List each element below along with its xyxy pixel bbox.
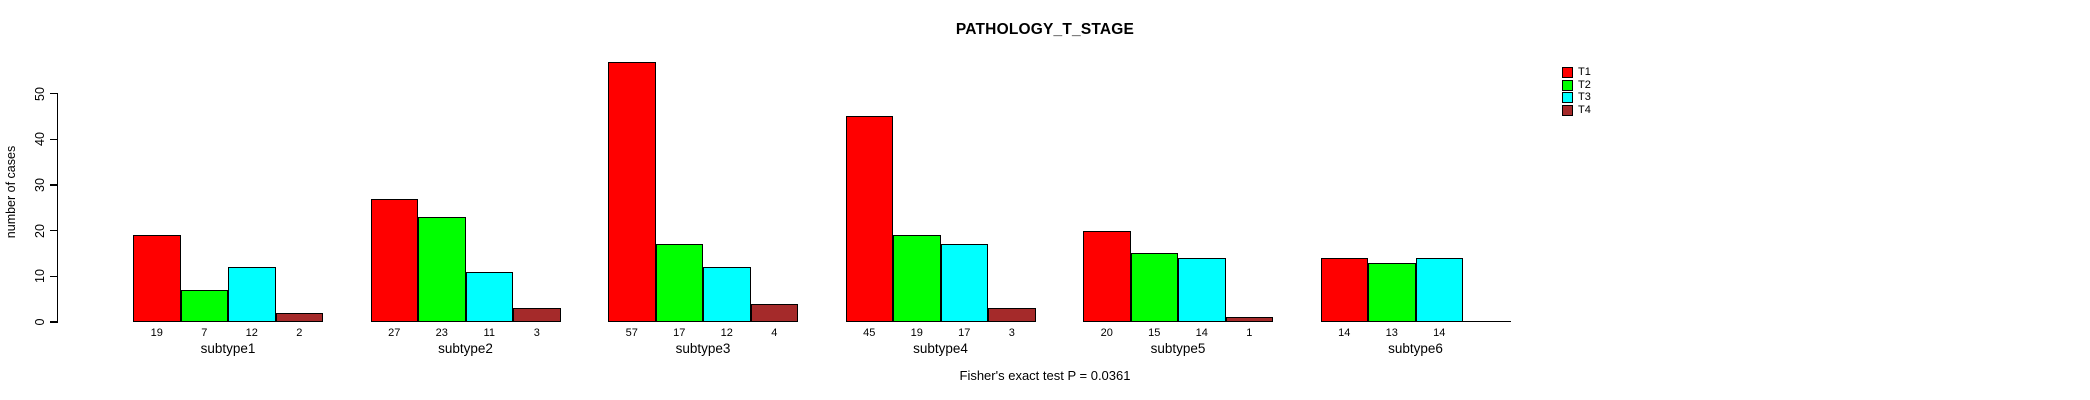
bar-t2-subtype4 bbox=[893, 235, 941, 322]
y-axis-line bbox=[56, 93, 58, 323]
bar-t3-subtype4 bbox=[940, 244, 988, 322]
bar-value-label: 17 bbox=[673, 327, 686, 339]
bar-value-label: 2 bbox=[296, 327, 303, 339]
bar-t3-subtype2 bbox=[465, 271, 513, 322]
bar-t3-subtype6 bbox=[1415, 258, 1463, 322]
bar-t2-subtype1 bbox=[180, 290, 228, 322]
legend-item-t1: T1 bbox=[1562, 66, 1591, 79]
bar-value-label: 12 bbox=[245, 327, 258, 339]
category-label-subtype5: subtype5 bbox=[1150, 341, 1206, 356]
y-tick-mark bbox=[50, 184, 57, 186]
bar-t1-subtype5 bbox=[1083, 230, 1131, 322]
y-tick-label: 50 bbox=[33, 86, 47, 101]
legend: T1 T2 T3 T4 bbox=[1562, 66, 1591, 117]
bar-value-label: 13 bbox=[1385, 327, 1398, 339]
bar-value-label: 12 bbox=[720, 327, 733, 339]
bar-value-label: 14 bbox=[1338, 327, 1351, 339]
bar-value-label: 15 bbox=[1148, 327, 1161, 339]
category-label-subtype2: subtype2 bbox=[438, 341, 493, 356]
bar-value-label: 14 bbox=[1433, 327, 1446, 339]
bar-t1-subtype3 bbox=[608, 61, 656, 322]
bar-t2-subtype3 bbox=[655, 244, 703, 322]
y-tick-mark bbox=[50, 275, 57, 277]
bar-value-label: 20 bbox=[1100, 327, 1113, 339]
bar-t3-subtype1 bbox=[228, 267, 276, 322]
bar-t4-subtype5 bbox=[1225, 317, 1273, 322]
bar-value-label: 19 bbox=[150, 327, 163, 339]
bar-t2-subtype5 bbox=[1130, 253, 1178, 322]
category-label-subtype6: subtype6 bbox=[1388, 341, 1443, 356]
bar-t4-subtype4 bbox=[988, 308, 1036, 322]
bar-t1-subtype1 bbox=[133, 235, 181, 322]
fisher-test-annotation: Fisher's exact test P = 0.0361 bbox=[959, 368, 1131, 383]
bar-t4-subtype3 bbox=[750, 303, 798, 322]
bar-value-label: 45 bbox=[863, 327, 876, 339]
bar-t1-subtype4 bbox=[845, 116, 893, 322]
bar-value-label: 4 bbox=[771, 327, 778, 339]
legend-swatch-t1 bbox=[1562, 66, 1573, 78]
y-tick-mark bbox=[50, 321, 57, 323]
legend-item-t3: T3 bbox=[1562, 92, 1591, 105]
bar-value-label: 7 bbox=[201, 327, 208, 339]
bar-value-label: 3 bbox=[533, 327, 540, 339]
chart-title: PATHOLOGY_T_STAGE bbox=[955, 21, 1135, 38]
bar-t3-subtype5 bbox=[1178, 258, 1226, 322]
bar-t1-subtype6 bbox=[1320, 258, 1368, 322]
y-tick-mark bbox=[50, 92, 57, 95]
y-tick-label: 40 bbox=[33, 132, 47, 147]
legend-swatch-t2 bbox=[1562, 79, 1573, 91]
y-tick-label: 20 bbox=[33, 223, 47, 238]
bar-value-label: 11 bbox=[483, 327, 495, 339]
bar-t2-subtype6 bbox=[1368, 262, 1416, 322]
legend-item-t4: T4 bbox=[1562, 104, 1591, 117]
y-tick-mark bbox=[50, 138, 57, 140]
legend-label: T1 bbox=[1578, 65, 1591, 78]
bar-t4-subtype1 bbox=[275, 312, 323, 322]
bar-t2-subtype2 bbox=[418, 216, 466, 322]
y-tick-label: 10 bbox=[33, 269, 47, 284]
y-axis-title: number of cases bbox=[4, 145, 18, 239]
category-label-subtype3: subtype3 bbox=[675, 341, 731, 356]
y-tick-mark bbox=[50, 229, 57, 232]
bar-value-label: 23 bbox=[435, 327, 448, 339]
legend-label: T3 bbox=[1578, 91, 1591, 104]
legend-swatch-t4 bbox=[1562, 105, 1573, 117]
bar-value-label: 17 bbox=[958, 327, 971, 339]
bar-t4-subtype6-zero bbox=[1463, 320, 1511, 322]
y-tick-label: 0 bbox=[33, 318, 47, 326]
bar-t4-subtype2 bbox=[513, 308, 561, 322]
category-label-subtype1: subtype1 bbox=[200, 341, 256, 356]
bar-value-label: 14 bbox=[1195, 327, 1208, 339]
bar-value-label: 1 bbox=[1246, 327, 1253, 339]
bar-value-label: 3 bbox=[1008, 327, 1015, 339]
bar-t1-subtype2 bbox=[370, 198, 418, 322]
legend-swatch-t3 bbox=[1562, 92, 1573, 104]
legend-item-t2: T2 bbox=[1562, 79, 1591, 92]
legend-label: T2 bbox=[1578, 78, 1591, 91]
category-label-subtype4: subtype4 bbox=[913, 341, 968, 356]
legend-label: T4 bbox=[1578, 104, 1591, 117]
bar-value-label: 57 bbox=[625, 327, 638, 339]
y-tick-label: 30 bbox=[33, 178, 47, 192]
bar-value-label: 27 bbox=[388, 327, 401, 339]
bar-t3-subtype3 bbox=[703, 267, 751, 322]
bar-value-label: 19 bbox=[910, 327, 923, 339]
